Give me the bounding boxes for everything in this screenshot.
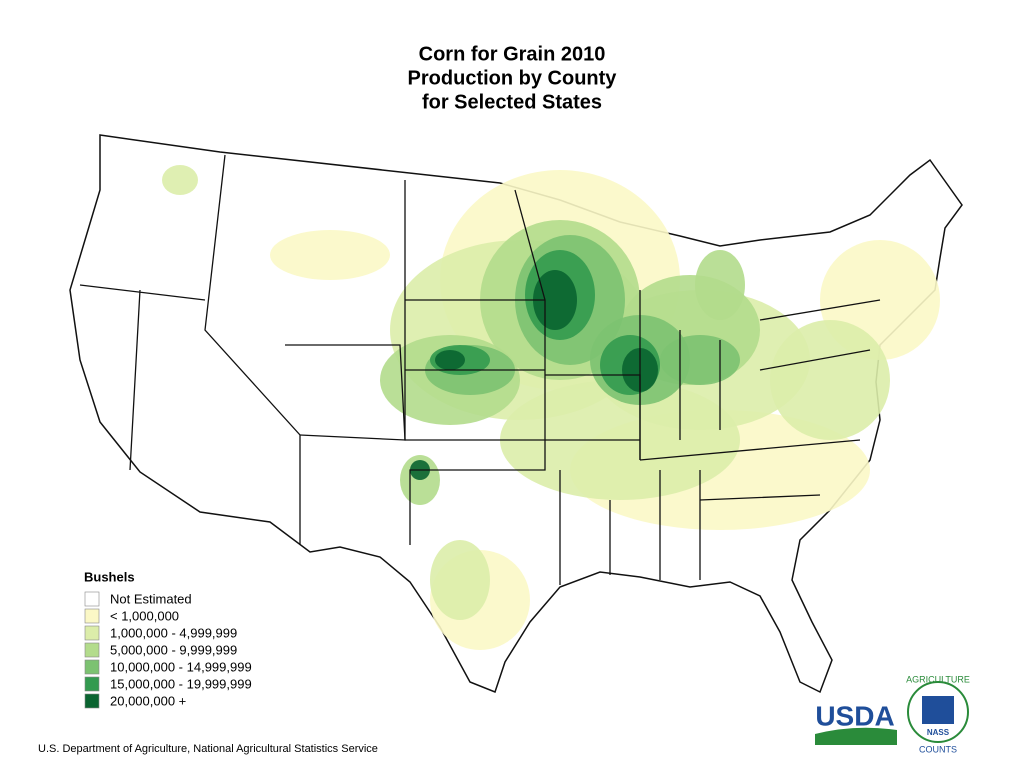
legend-label: < 1,000,000 — [110, 608, 179, 623]
usda-logo: USDA — [815, 700, 897, 745]
state-line — [79, 284, 206, 471]
state-line — [409, 440, 701, 585]
county-cluster — [270, 230, 390, 280]
legend-swatch — [84, 659, 100, 675]
county-cluster — [435, 350, 465, 370]
county-cluster — [533, 270, 577, 330]
nass-emblem — [922, 696, 954, 724]
state-line — [639, 290, 861, 461]
usda-wave — [815, 727, 897, 745]
state-line — [204, 154, 301, 545]
county-cluster — [162, 165, 198, 195]
legend-swatch — [84, 642, 100, 658]
title-line: Production by County — [408, 67, 618, 89]
legend-label: 10,000,000 - 14,999,999 — [110, 659, 252, 674]
nass-center: NASS — [927, 728, 950, 737]
title-line: for Selected States — [422, 91, 602, 113]
legend: Not Estimated < 1,000,000 1,000,000 - 4,99… — [84, 591, 252, 709]
us-map — [69, 134, 963, 694]
state-line — [699, 299, 881, 501]
nass-logo: AGRICULTURE NASS COUNTS — [906, 674, 970, 754]
legend-swatch — [84, 693, 100, 709]
state-line — [285, 344, 406, 441]
legend-swatch — [84, 676, 100, 692]
legend-swatch — [84, 591, 100, 607]
county-cluster — [660, 335, 740, 385]
legend-label: 20,000,000 + — [110, 693, 186, 708]
state-borders — [79, 154, 881, 585]
county-cluster — [430, 540, 490, 620]
footer: U.S. Department of Agriculture, National… — [38, 743, 378, 755]
legend-label: 5,000,000 - 9,999,999 — [110, 642, 237, 657]
state-line — [405, 299, 641, 460]
legend-title: Bushels — [84, 569, 135, 584]
nass-top: AGRICULTURE — [906, 674, 970, 684]
county-cluster — [770, 320, 890, 440]
title-line: Corn for Grain 2010 — [419, 43, 606, 65]
legend-label: 15,000,000 - 19,999,999 — [110, 676, 252, 691]
legend-label: Not Estimated — [110, 591, 192, 606]
nass-bottom: COUNTS — [919, 744, 957, 754]
legend-swatch — [84, 608, 100, 624]
legend-swatch — [84, 625, 100, 641]
legend-label: 1,000,000 - 4,999,999 — [110, 625, 237, 640]
county-cluster — [695, 250, 745, 320]
usda-text: USDA — [815, 700, 894, 731]
